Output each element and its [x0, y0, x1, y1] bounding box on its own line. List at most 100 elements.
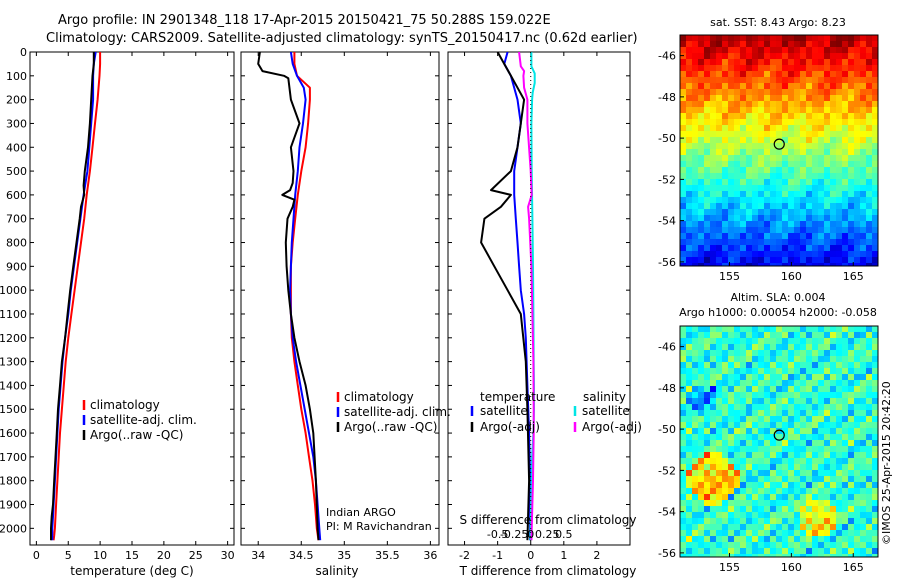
heatmap-cell — [848, 332, 854, 338]
heatmap-cell — [758, 89, 764, 95]
heatmap-cell — [848, 233, 854, 239]
heatmap-cell — [692, 245, 698, 251]
heatmap-cell — [836, 434, 842, 440]
heatmap-cell — [818, 458, 824, 464]
heatmap-cell — [836, 356, 842, 362]
heatmap-cell — [734, 125, 740, 131]
heatmap-cell — [758, 197, 764, 203]
heatmap-cell — [722, 392, 728, 398]
heatmap-cell — [746, 107, 752, 113]
heatmap-cell — [812, 161, 818, 167]
heatmap-cell — [788, 71, 794, 77]
heatmap-cell — [734, 41, 740, 47]
heatmap-cell — [752, 59, 758, 65]
heatmap-cell — [770, 422, 776, 428]
heatmap-cell — [740, 512, 746, 518]
heatmap-cell — [752, 221, 758, 227]
heatmap-cell — [800, 95, 806, 101]
heatmap-cell — [728, 548, 734, 554]
heatmap-cell — [680, 482, 686, 488]
heatmap-cell — [788, 380, 794, 386]
heatmap-cell — [698, 71, 704, 77]
heatmap-cell — [794, 209, 800, 215]
heatmap-cell — [842, 446, 848, 452]
heatmap-cell — [716, 35, 722, 41]
heatmap-cell — [776, 83, 782, 89]
heatmap-cell — [686, 149, 692, 155]
heatmap-cell — [806, 125, 812, 131]
heatmap-cell — [788, 506, 794, 512]
heatmap-cell — [734, 155, 740, 161]
heatmap-cell — [824, 440, 830, 446]
heatmap-cell — [734, 518, 740, 524]
heatmap-cell — [734, 488, 740, 494]
heatmap-cell — [800, 203, 806, 209]
heatmap-cell — [794, 257, 800, 263]
heatmap-cell — [866, 536, 872, 542]
heatmap-cell — [716, 221, 722, 227]
heatmap-cell — [872, 524, 878, 530]
heatmap-cell — [866, 488, 872, 494]
heatmap-cell — [860, 356, 866, 362]
heatmap-cell — [848, 482, 854, 488]
heatmap-cell — [806, 518, 812, 524]
heatmap-cell — [698, 368, 704, 374]
heatmap-cell — [788, 446, 794, 452]
heatmap-cell — [746, 446, 752, 452]
heatmap-cell — [872, 41, 878, 47]
heatmap-cell — [824, 446, 830, 452]
heatmap-cell — [806, 47, 812, 53]
heatmap-cell — [740, 506, 746, 512]
heatmap-cell — [818, 185, 824, 191]
heatmap-cell — [818, 434, 824, 440]
heatmap-cell — [740, 179, 746, 185]
heatmap-cell — [782, 326, 788, 332]
heatmap-cell — [752, 356, 758, 362]
heatmap-cell — [734, 476, 740, 482]
heatmap-cell — [860, 89, 866, 95]
heatmap-cell — [740, 548, 746, 554]
heatmap-cell — [686, 542, 692, 548]
heatmap-cell — [722, 410, 728, 416]
heatmap-cell — [710, 257, 716, 263]
heatmap-cell — [716, 113, 722, 119]
heatmap-cell — [716, 119, 722, 125]
heatmap-cell — [788, 338, 794, 344]
heatmap-cell — [776, 35, 782, 41]
heatmap-cell — [746, 41, 752, 47]
heatmap-cell — [860, 434, 866, 440]
heatmap-cell — [698, 440, 704, 446]
heatmap-cell — [692, 227, 698, 233]
heatmap-cell — [788, 65, 794, 71]
heatmap-cell — [812, 215, 818, 221]
heatmap-cell — [818, 203, 824, 209]
heatmap-cell — [740, 326, 746, 332]
heatmap-cell — [764, 113, 770, 119]
heatmap-cell — [722, 536, 728, 542]
heatmap-cell — [704, 119, 710, 125]
heatmap-cell — [686, 113, 692, 119]
heatmap-cell — [848, 101, 854, 107]
heatmap-cell — [692, 356, 698, 362]
heatmap-cell — [740, 35, 746, 41]
heatmap-cell — [764, 410, 770, 416]
heatmap-cell — [812, 203, 818, 209]
heatmap-cell — [710, 65, 716, 71]
heatmap-cell — [854, 221, 860, 227]
heatmap-cell — [752, 524, 758, 530]
heatmap-cell — [734, 185, 740, 191]
heatmap-cell — [680, 143, 686, 149]
heatmap-cell — [752, 452, 758, 458]
heatmap-cell — [722, 179, 728, 185]
salinity-axes-frame — [240, 51, 440, 546]
heatmap-cell — [698, 149, 704, 155]
heatmap-cell — [848, 191, 854, 197]
argo-float-marker — [773, 429, 785, 441]
heatmap-cell — [692, 113, 698, 119]
heatmap-cell — [866, 440, 872, 446]
heatmap-cell — [734, 263, 740, 266]
heatmap-cell — [734, 398, 740, 404]
heatmap-cell — [680, 119, 686, 125]
heatmap-cell — [716, 350, 722, 356]
heatmap-cell — [788, 155, 794, 161]
